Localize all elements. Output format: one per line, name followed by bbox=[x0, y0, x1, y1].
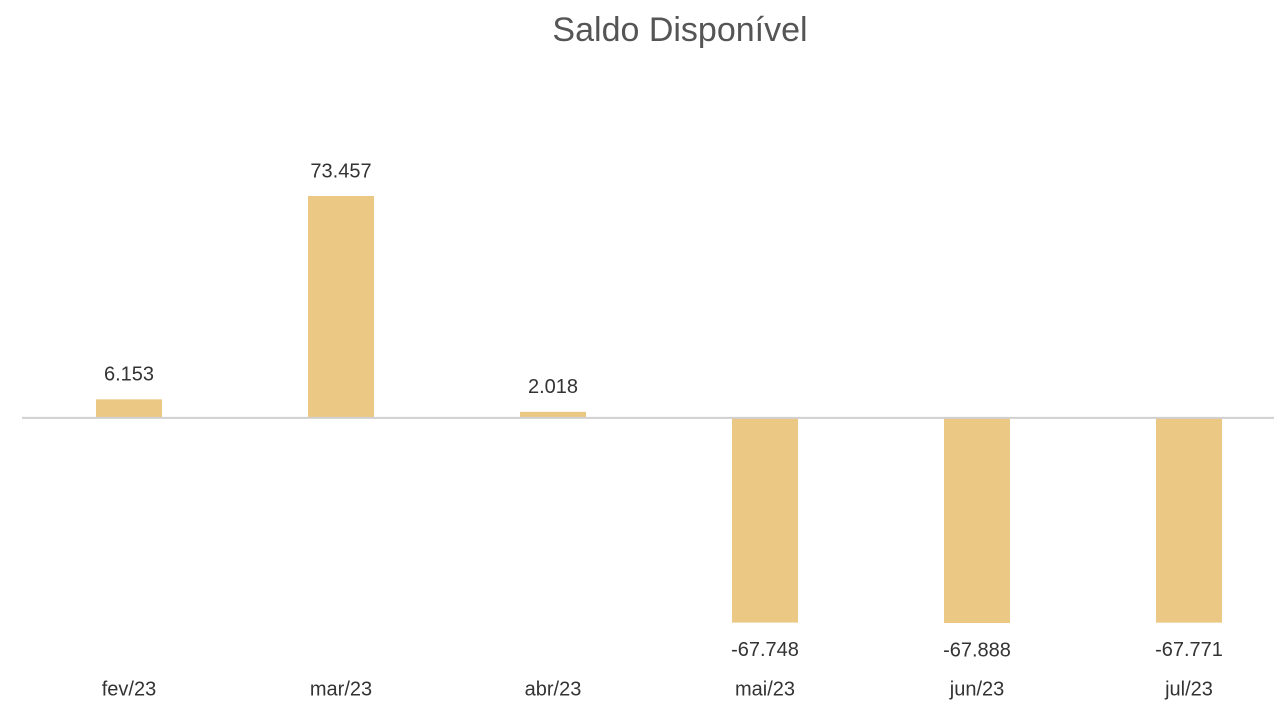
bar bbox=[732, 417, 798, 623]
bar bbox=[520, 411, 586, 418]
data-label: -67.888 bbox=[943, 639, 1011, 661]
data-label: 2.018 bbox=[528, 376, 578, 398]
data-label: 6.153 bbox=[104, 364, 154, 386]
x-tick-label: abr/23 bbox=[525, 678, 582, 700]
x-tick-label: fev/23 bbox=[102, 678, 156, 700]
data-label: -67.748 bbox=[731, 639, 799, 661]
x-tick-label: jul/23 bbox=[1164, 678, 1213, 700]
data-label: -67.771 bbox=[1155, 639, 1223, 661]
chart-title: Saldo Disponível bbox=[552, 11, 807, 49]
bar bbox=[1156, 417, 1222, 623]
bar bbox=[944, 417, 1010, 623]
x-tick-label: jun/23 bbox=[949, 678, 1005, 700]
bar bbox=[308, 196, 374, 418]
bar bbox=[96, 399, 162, 418]
data-label: 73.457 bbox=[310, 160, 371, 182]
x-tick-label: mar/23 bbox=[310, 678, 372, 700]
x-tick-label: mai/23 bbox=[735, 678, 795, 700]
